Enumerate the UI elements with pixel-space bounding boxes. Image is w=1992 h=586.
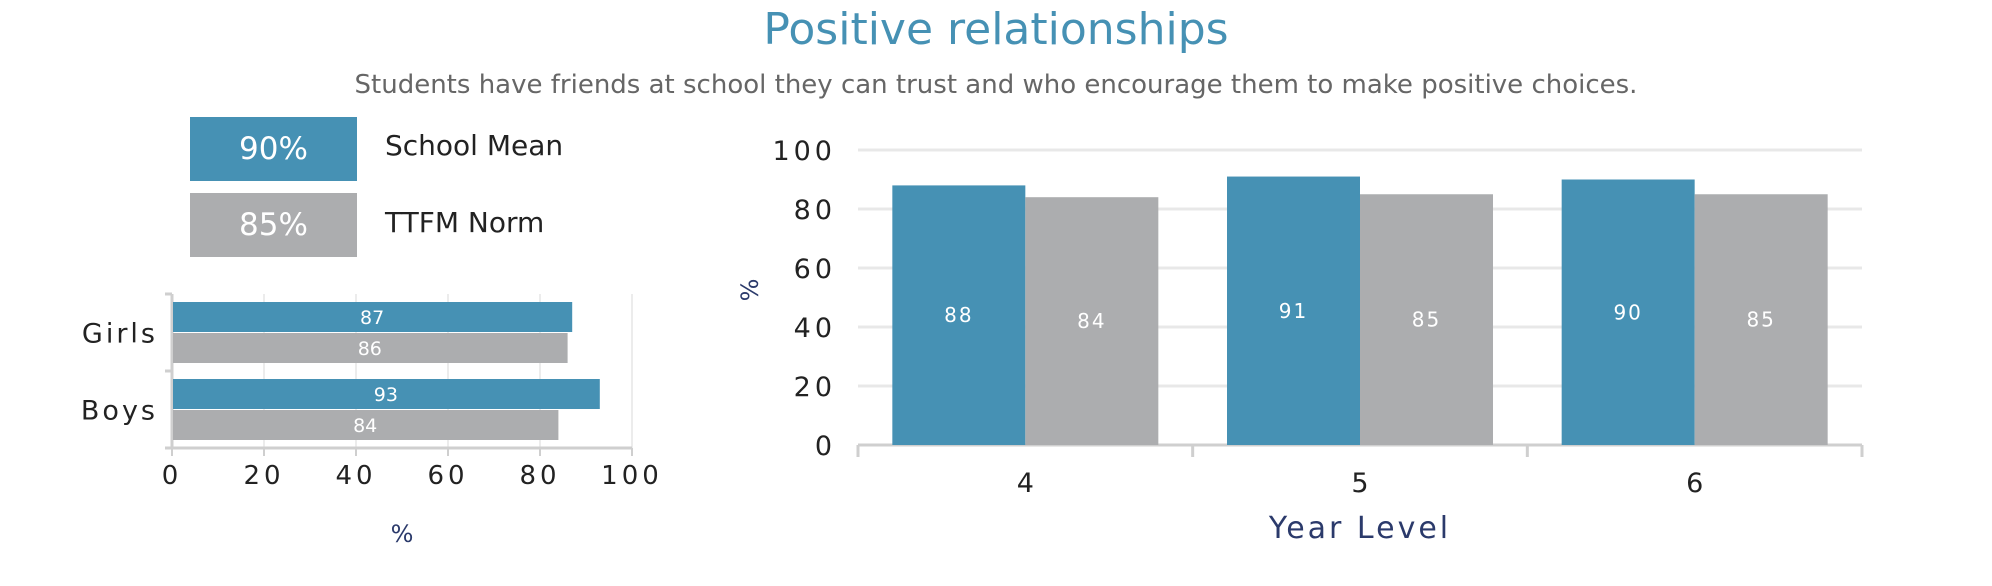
page-title: Positive relationships <box>763 4 1229 55</box>
v-y-axis-title: % <box>736 279 764 302</box>
v-data-label: 88 <box>944 303 973 327</box>
v-y-tick-label: 40 <box>794 313 836 344</box>
v-bar-year-6-0 <box>1561 179 1695 445</box>
ttfm-norm-label: TTFM Norm <box>385 206 545 239</box>
h-x-tick-label: 80 <box>519 461 560 491</box>
school-mean-kpi: 90% <box>190 117 357 181</box>
v-y-tick-label: 60 <box>794 254 836 285</box>
h-data-label: 93 <box>374 384 398 406</box>
ttfm-norm-kpi: 85% <box>190 193 357 257</box>
h-x-tick-label: 0 <box>162 461 183 491</box>
v-data-label: 85 <box>1746 308 1775 332</box>
v-bar-year-6-1 <box>1694 194 1828 445</box>
v-y-tick-label: 0 <box>815 431 836 462</box>
h-x-tick-label: 20 <box>243 461 284 491</box>
page-subtitle: Students have friends at school they can… <box>354 70 1638 100</box>
v-y-tick-label: 80 <box>794 195 836 226</box>
h-x-tick-label: 40 <box>335 461 376 491</box>
v-data-label: 91 <box>1279 299 1308 323</box>
v-x-tick-label: 5 <box>1351 468 1368 499</box>
h-bar-girls-1 <box>173 333 568 363</box>
h-bar-boys-0 <box>173 379 600 409</box>
v-x-tick-label: 4 <box>1017 468 1034 499</box>
h-x-tick-label: 60 <box>427 461 468 491</box>
h-data-label: 86 <box>358 338 382 360</box>
v-x-tick-label: 6 <box>1686 468 1703 499</box>
v-x-axis-title: Year Level <box>1268 511 1451 546</box>
v-bar-year-4-0 <box>892 185 1026 445</box>
h-bar-boys-1 <box>173 410 559 440</box>
h-data-label: 87 <box>360 307 384 329</box>
school-mean-label: School Mean <box>385 129 564 162</box>
h-category-label: Girls <box>82 319 158 350</box>
v-data-label: 84 <box>1077 309 1106 333</box>
h-bar-girls-0 <box>173 302 573 332</box>
h-x-axis-title: % <box>391 520 414 548</box>
v-bar-year-5-0 <box>1227 176 1360 446</box>
h-x-tick-label: 100 <box>601 461 663 491</box>
h-data-label: 84 <box>353 415 377 437</box>
v-y-tick-label: 20 <box>794 372 836 403</box>
h-category-label: Boys <box>81 396 158 427</box>
v-bar-year-5-1 <box>1360 194 1493 445</box>
v-bar-year-4-1 <box>1025 197 1159 445</box>
v-data-label: 90 <box>1613 300 1642 324</box>
v-y-tick-label: 100 <box>772 136 836 167</box>
v-data-label: 85 <box>1412 308 1441 332</box>
